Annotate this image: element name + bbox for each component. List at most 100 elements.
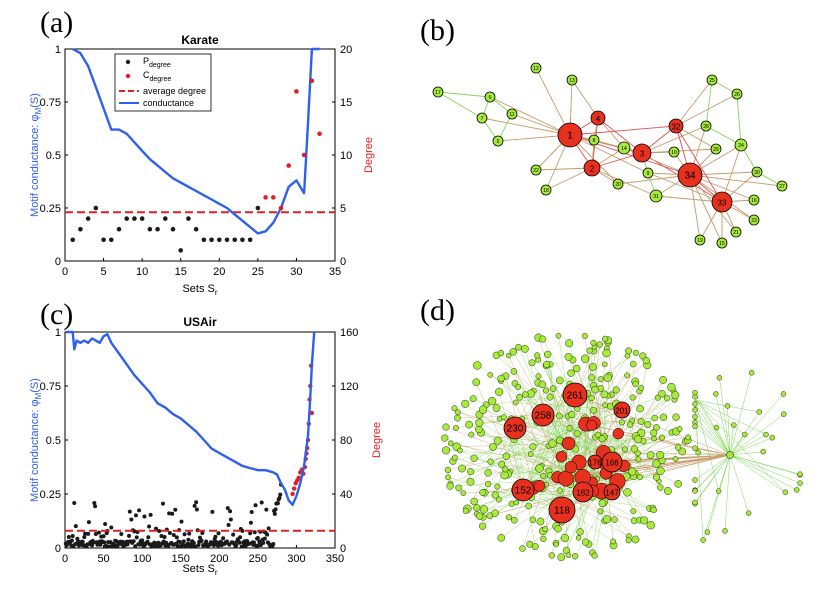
network-node: [548, 552, 555, 559]
karate-network: 1234567891011121314151617181920212223242…: [432, 62, 788, 249]
network-edge: [694, 409, 731, 456]
node-circle: [632, 143, 652, 163]
network-node: [597, 508, 604, 515]
network-node: [510, 368, 518, 375]
network-node: [479, 522, 487, 530]
network-node: [631, 535, 640, 544]
p-degree-point: [191, 541, 196, 546]
network-node: [635, 456, 642, 463]
panel-label-c: (c): [40, 298, 73, 331]
network-edge: [585, 423, 731, 456]
p-degree-point: [182, 532, 187, 537]
x-axis-label: Sets Sr: [182, 283, 217, 297]
network-edge: [591, 425, 638, 454]
network-node: [674, 480, 682, 488]
network-node: [535, 464, 544, 473]
network-edge: [515, 402, 623, 411]
network-node: [531, 543, 539, 550]
network-node: [797, 480, 803, 486]
network-edge: [437, 91, 491, 98]
p-degree-point: [108, 237, 114, 243]
network-edge: [729, 434, 767, 456]
network-node: [713, 391, 719, 397]
network-node: [495, 496, 502, 503]
node-circle: [484, 91, 496, 103]
network-node: [591, 385, 599, 394]
network-node: [630, 508, 637, 515]
node-label: 25: [709, 78, 715, 84]
network-node: [540, 535, 547, 543]
network-edge: [578, 394, 676, 463]
x-tick-label: 10: [136, 266, 148, 278]
network-node: [742, 431, 748, 438]
network-node: [692, 445, 698, 451]
p-degree-point: [216, 531, 221, 536]
y-tick-label: 1: [55, 327, 61, 339]
network-node: [629, 360, 637, 368]
legend-average: average degree: [143, 86, 206, 96]
network-node: [473, 361, 482, 370]
network-node: [598, 499, 607, 508]
network-node: [652, 459, 661, 468]
network-node: [446, 482, 454, 490]
p-degree-point: [216, 237, 222, 243]
network-node: [473, 504, 481, 512]
node-circle: [587, 454, 603, 470]
network-node: [525, 502, 532, 510]
p-degree-point: [221, 536, 226, 541]
network-node: [731, 422, 737, 428]
network-node: [756, 409, 762, 415]
network-edge: [694, 454, 731, 503]
network-node: [602, 361, 608, 368]
network-node: [601, 335, 609, 343]
network-edge: [719, 377, 731, 456]
p-degree-point: [262, 536, 267, 541]
legend-marker-c: [125, 73, 131, 79]
network-node: [782, 489, 789, 495]
network-node: [692, 477, 698, 483]
network-node: [515, 343, 522, 351]
p-degree-point: [72, 500, 77, 505]
p-degree-point: [192, 503, 197, 508]
p-degree-point: [198, 535, 202, 540]
node-circle: [711, 191, 733, 213]
c-degree-point: [286, 163, 292, 168]
node-circle: [668, 118, 684, 134]
p-degree-point: [162, 535, 167, 540]
node-label: 147: [605, 489, 619, 498]
network-node: [527, 451, 534, 457]
network-node: [597, 376, 604, 383]
network-edge: [491, 400, 607, 474]
y2-tick-label: 160: [340, 327, 358, 339]
network-edge: [437, 91, 483, 119]
node-label: 10: [671, 150, 677, 156]
network-node: [590, 339, 597, 346]
p-degree-point: [186, 216, 191, 221]
node-circle: [530, 164, 542, 176]
p-degree-point: [204, 539, 209, 544]
p-degree-point: [147, 524, 152, 529]
network-node: [671, 391, 680, 400]
node-circle: [694, 234, 706, 246]
node-circle: [588, 134, 600, 146]
y-axis-label: Motif conductance: φM(S): [29, 378, 43, 502]
c-degree-point: [263, 195, 268, 200]
node-label: 261: [567, 391, 584, 402]
p-degree-point: [171, 532, 176, 537]
c-degree-point: [270, 195, 276, 200]
network-node: [724, 403, 731, 409]
p-degree-point: [225, 539, 229, 544]
x-tick-label: 20: [213, 266, 225, 278]
node-label: 1: [567, 131, 573, 142]
node-circle: [776, 180, 788, 192]
network-node: [663, 487, 672, 495]
node-circle: [572, 481, 594, 503]
network-node: 11: [506, 108, 518, 120]
node-label: 17: [435, 90, 441, 96]
x-tick-label: 50: [97, 553, 109, 565]
network-node: [458, 464, 466, 473]
network-node: [763, 431, 769, 438]
y-tick-label: 0.25: [40, 203, 61, 215]
network-node: [692, 414, 698, 420]
network-node: [672, 456, 679, 462]
